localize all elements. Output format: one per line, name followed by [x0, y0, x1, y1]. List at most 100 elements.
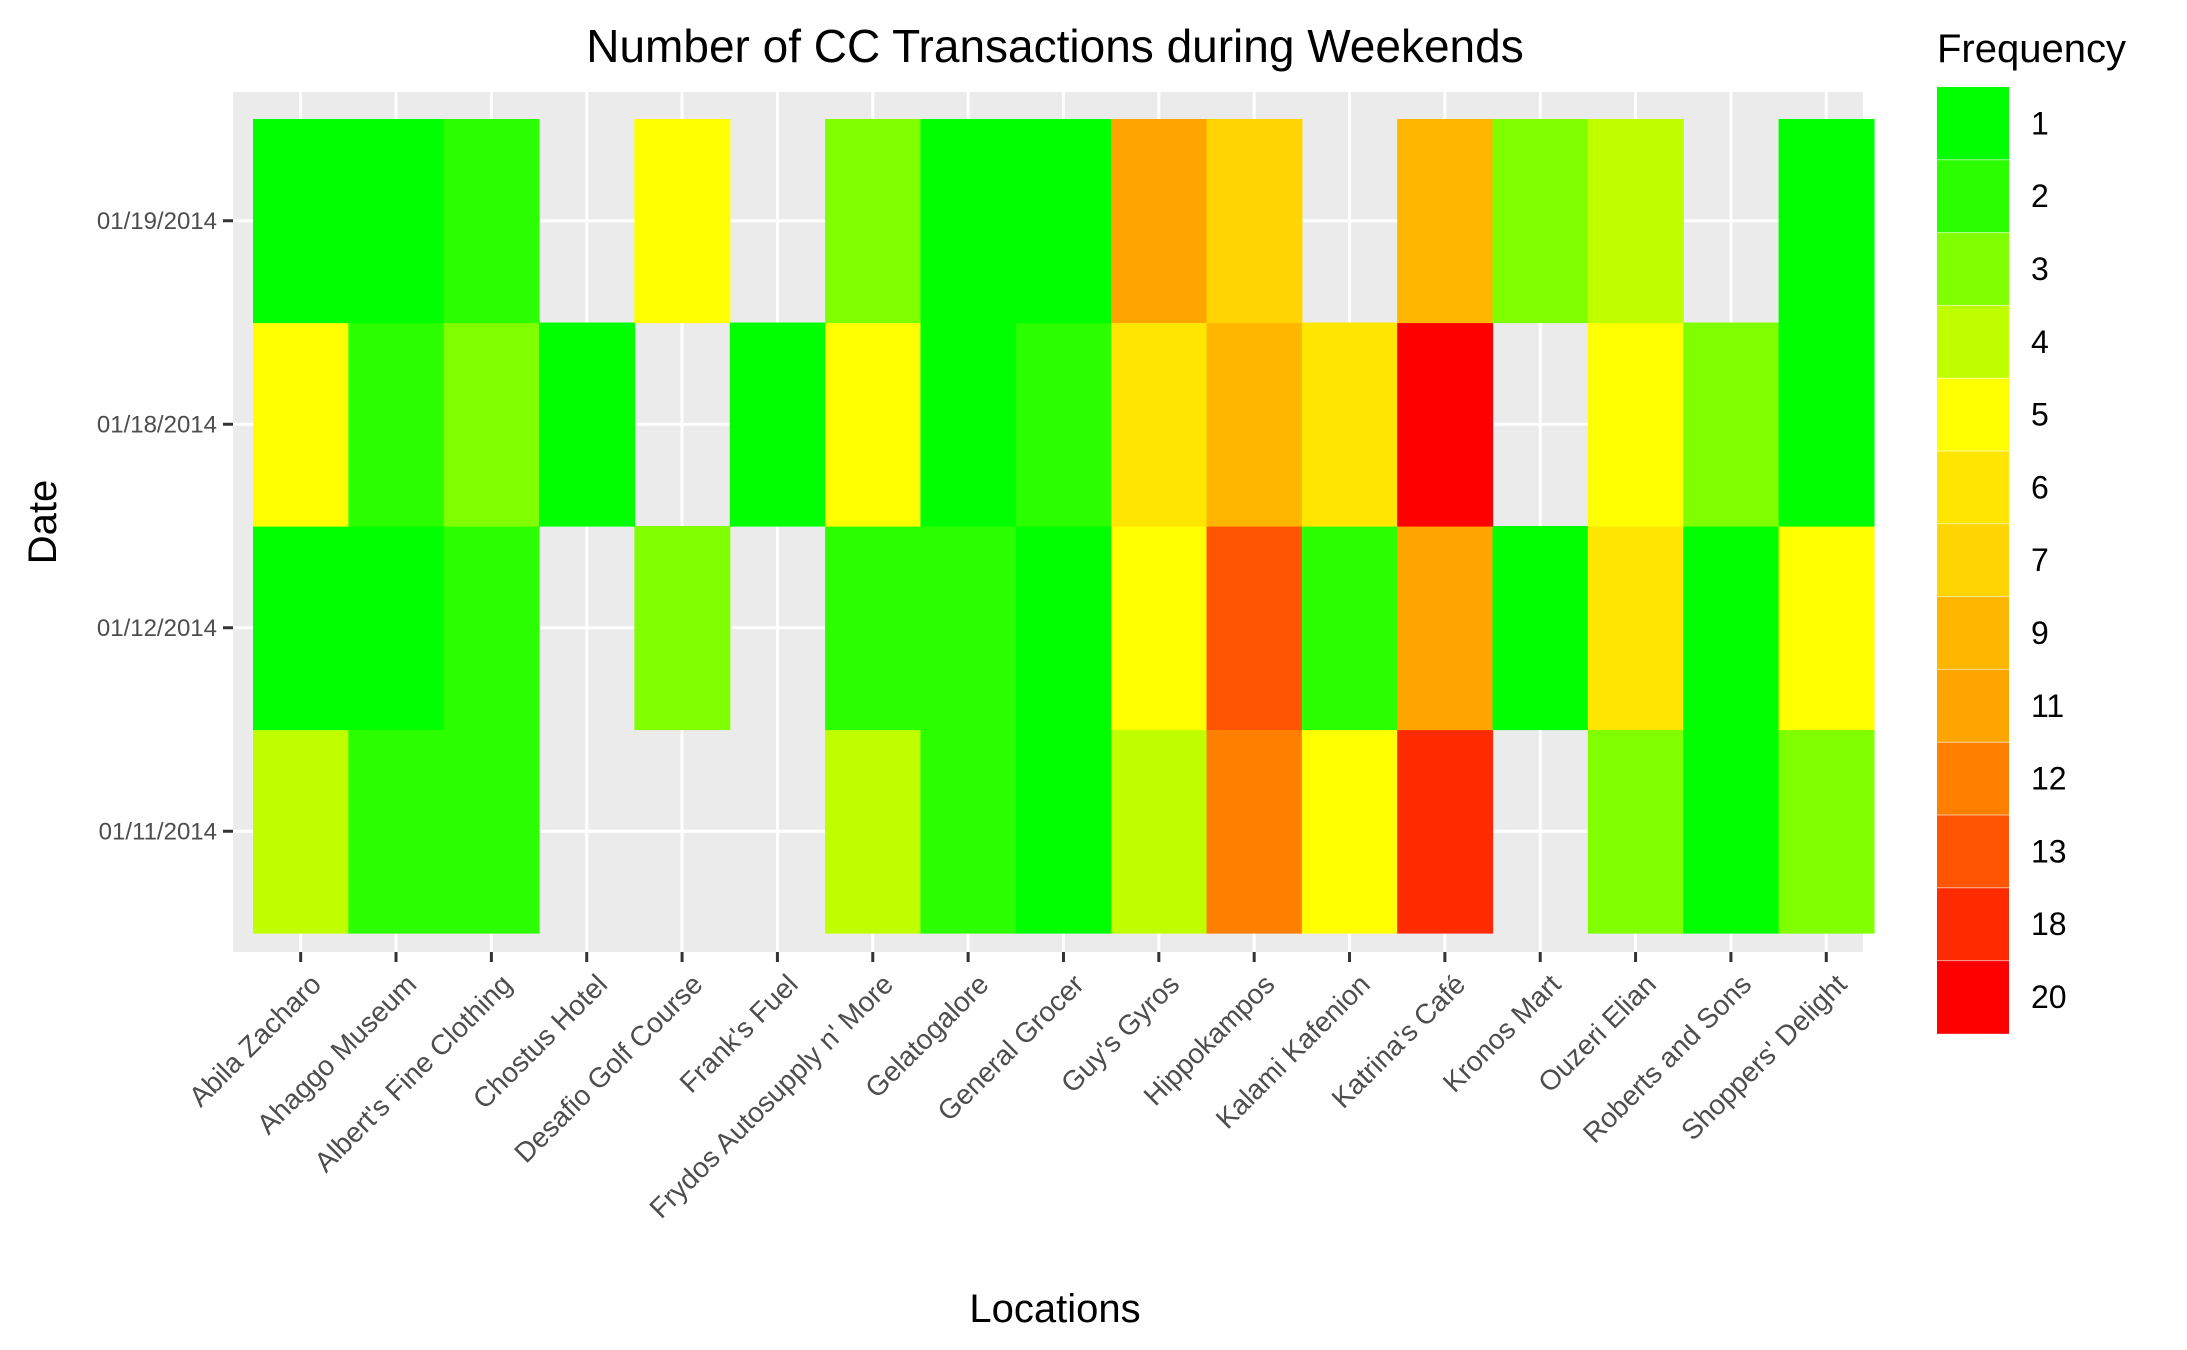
x-tick-label: Desafio Golf Course	[508, 968, 708, 1168]
legend-label: 3	[2031, 251, 2049, 287]
legend-label: 5	[2031, 397, 2049, 433]
heatmap-cells	[253, 119, 1875, 934]
x-axis-title: Locations	[969, 1287, 1140, 1331]
heatmap-cell	[1587, 526, 1684, 731]
heatmap-cell	[1778, 322, 1875, 527]
x-tick-label: Shoppers' Delight	[1675, 968, 1853, 1146]
y-tick-label: 01/11/2014	[99, 818, 217, 845]
heatmap-cell	[920, 729, 1017, 934]
legend-label: 13	[2031, 833, 2067, 869]
heatmap-cell	[1111, 729, 1208, 934]
heatmap-cell	[1206, 526, 1303, 731]
heatmap-cell	[634, 526, 731, 731]
heatmap-cell	[539, 322, 635, 527]
legend-swatch	[1937, 451, 2009, 525]
heatmap-cell	[1301, 526, 1398, 731]
heatmap-cell	[920, 526, 1017, 731]
chart-title: Number of CC Transactions during Weekend…	[586, 20, 1523, 72]
heatmap-cell	[729, 322, 826, 527]
legend-swatch	[1937, 87, 2009, 161]
legend-swatch	[1937, 523, 2009, 597]
heatmap-cell	[825, 119, 922, 324]
heatmap-cell	[1587, 729, 1684, 934]
heatmap-cell	[1015, 729, 1112, 934]
heatmap-cell	[1778, 119, 1875, 324]
heatmap-cell	[1015, 322, 1112, 527]
legend-label: 11	[2031, 688, 2064, 724]
heatmap-cell	[1492, 119, 1589, 324]
y-axis-title: Date	[21, 480, 65, 565]
heatmap-cell	[920, 119, 1017, 324]
heatmap-cell	[1015, 526, 1112, 731]
heatmap-cell	[634, 119, 731, 324]
heatmap-cell	[253, 729, 349, 934]
legend-swatch	[1937, 815, 2009, 889]
x-tick-label: Roberts and Sons	[1577, 968, 1757, 1148]
heatmap-cell	[348, 119, 445, 324]
heatmap-cell	[1587, 119, 1684, 324]
heatmap-cell	[1587, 322, 1684, 527]
heatmap-cell	[1015, 119, 1112, 324]
heatmap-cell	[825, 526, 922, 731]
heatmap-cell	[1206, 119, 1303, 324]
heatmap-cell	[1111, 119, 1208, 324]
heatmap-cell	[1206, 729, 1303, 934]
legend-swatch	[1937, 159, 2009, 233]
legend-swatch	[1937, 305, 2009, 379]
heatmap-cell	[1683, 729, 1780, 934]
heatmap-cell	[825, 729, 922, 934]
heatmap-cell	[348, 322, 445, 527]
legend-swatch	[1937, 669, 2009, 743]
heatmap-cell	[1492, 526, 1589, 731]
heatmap-cell	[1301, 322, 1398, 527]
x-tick-label: Ahaggo Museum	[251, 968, 423, 1140]
y-tick-label: 01/19/2014	[97, 208, 217, 235]
heatmap-cell	[443, 729, 540, 934]
heatmap-cell	[920, 322, 1017, 527]
heatmap-cell	[1397, 729, 1494, 934]
legend-swatch	[1937, 596, 2009, 670]
heatmap-cell	[443, 119, 540, 324]
legend-swatch	[1937, 960, 2009, 1034]
heatmap-cell	[1683, 322, 1780, 527]
legend-swatch	[1937, 887, 2009, 961]
heatmap-cell	[253, 322, 349, 527]
y-tick-label: 01/18/2014	[97, 411, 217, 438]
heatmap-cell	[825, 322, 922, 527]
legend-label: 1	[2031, 105, 2049, 141]
legend-label: 20	[2031, 979, 2067, 1015]
heatmap-cell	[443, 526, 540, 731]
legend-label: 6	[2031, 469, 2049, 505]
heatmap-cell	[443, 322, 540, 527]
heatmap-cell	[1111, 322, 1208, 527]
heatmap-cell	[348, 729, 445, 934]
y-tick-label: 01/12/2014	[97, 615, 217, 642]
legend-title: Frequency	[1937, 27, 2126, 71]
heatmap-cell	[1301, 729, 1398, 934]
heatmap-cell	[253, 119, 349, 324]
legend-label: 7	[2031, 542, 2049, 578]
heatmap-cell	[1683, 526, 1780, 731]
heatmap-cell	[1397, 526, 1494, 731]
legend-label: 9	[2031, 615, 2049, 651]
y-axis: 01/11/2014 01/12/2014 01/18/2014 01/19/2014	[97, 208, 233, 845]
heatmap-cell	[348, 526, 445, 731]
legend-label: 18	[2031, 906, 2067, 942]
legend-swatch	[1937, 232, 2009, 306]
heatmap-cell	[253, 526, 349, 731]
heatmap-cell	[1111, 526, 1208, 731]
heatmap-cell	[1778, 526, 1875, 731]
legend-label: 4	[2031, 324, 2049, 360]
heatmap-cell	[1397, 119, 1494, 324]
legend-label: 2	[2031, 178, 2049, 214]
heatmap-cell	[1778, 729, 1875, 934]
legend-swatch	[1937, 742, 2009, 816]
heatmap-cell	[1206, 322, 1303, 527]
heatmap-cell	[1397, 322, 1494, 527]
legend-swatch	[1937, 378, 2009, 452]
legend-label: 12	[2031, 761, 2067, 797]
